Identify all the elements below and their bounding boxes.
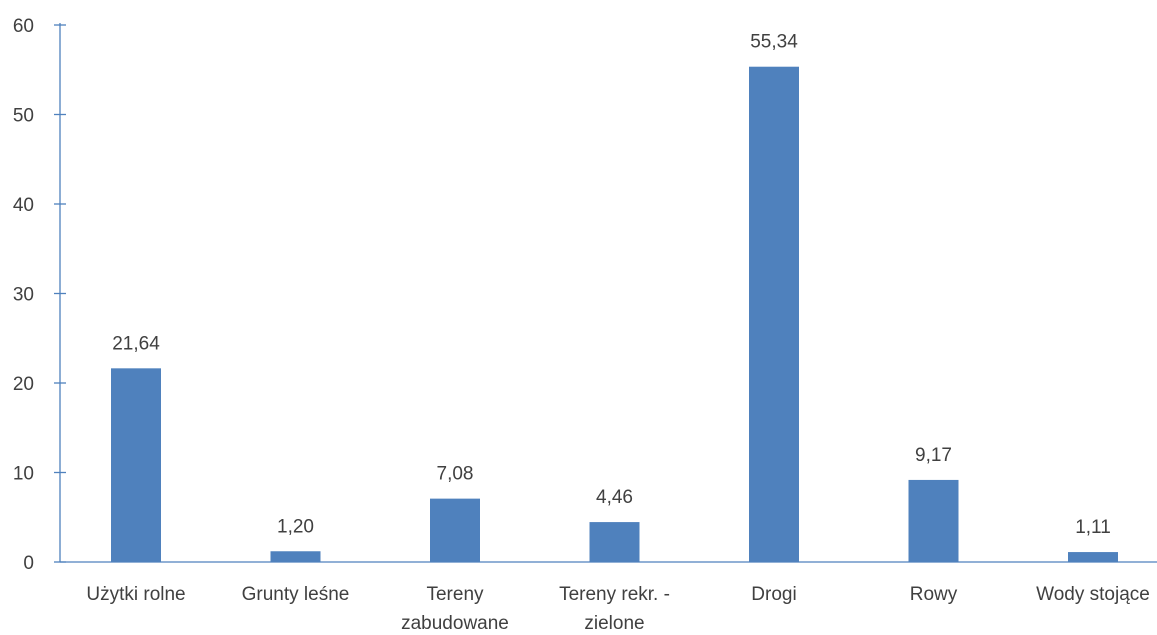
y-tick-label: 50 (13, 106, 34, 127)
x-tick-label: Tereny (426, 584, 484, 605)
bar-7 (1068, 552, 1118, 562)
x-tick-label: zabudowane (401, 613, 509, 630)
x-tick-label: Tereny rekr. - (559, 584, 670, 605)
bar-6 (908, 479, 959, 562)
data-label: 1,11 (1075, 517, 1111, 538)
data-label: 55,34 (750, 32, 798, 53)
data-label: 1,20 (277, 516, 314, 537)
data-labels: 21,64 1,20 7,08 4,46 55,34 9,17 1,11 (112, 32, 1111, 538)
x-tick-label: zielone (584, 613, 644, 630)
y-tick-label: 60 (13, 16, 34, 37)
data-label: 4,46 (596, 487, 633, 508)
bar-5 (749, 66, 799, 562)
y-tick-label: 0 (23, 553, 34, 574)
x-tick-label: Grunty leśne (242, 584, 350, 605)
bar-3 (430, 498, 480, 562)
x-tick-label: Rowy (910, 584, 958, 605)
x-tick-label: Drogi (751, 584, 796, 605)
bar-1 (111, 368, 161, 562)
data-label: 7,08 (437, 464, 474, 485)
data-label: 21,64 (112, 333, 160, 354)
bar-2 (270, 551, 321, 562)
data-label: 9,17 (915, 445, 952, 466)
bars (111, 66, 1118, 562)
bar-4 (589, 522, 640, 562)
y-tick-label: 10 (13, 464, 34, 485)
y-tick-label: 20 (13, 374, 34, 395)
x-axis: Użytki rolne Grunty leśne Tereny zabudowane… (60, 561, 1157, 634)
y-tick-label: 40 (13, 195, 34, 216)
x-tick-label: Użytki rolne (86, 584, 185, 605)
y-tick-label: 30 (13, 285, 34, 306)
x-tick-label: Wody stojące (1036, 584, 1150, 605)
y-axis: 0 10 20 30 40 50 60 (13, 16, 66, 574)
